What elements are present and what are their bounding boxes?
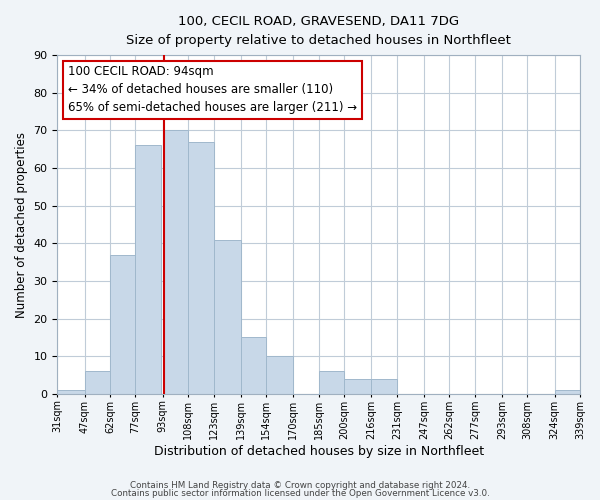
Bar xyxy=(163,130,188,394)
Bar xyxy=(266,356,293,394)
Text: Contains public sector information licensed under the Open Government Licence v3: Contains public sector information licen… xyxy=(110,488,490,498)
Bar xyxy=(188,142,214,394)
Bar xyxy=(241,338,266,394)
Bar xyxy=(371,379,397,394)
Bar xyxy=(554,390,580,394)
X-axis label: Distribution of detached houses by size in Northfleet: Distribution of detached houses by size … xyxy=(154,444,484,458)
Bar xyxy=(344,379,371,394)
Bar xyxy=(110,254,136,394)
Y-axis label: Number of detached properties: Number of detached properties xyxy=(15,132,28,318)
Bar xyxy=(58,390,85,394)
Bar xyxy=(85,372,110,394)
Bar xyxy=(136,146,161,394)
Text: Contains HM Land Registry data © Crown copyright and database right 2024.: Contains HM Land Registry data © Crown c… xyxy=(130,481,470,490)
Title: 100, CECIL ROAD, GRAVESEND, DA11 7DG
Size of property relative to detached house: 100, CECIL ROAD, GRAVESEND, DA11 7DG Siz… xyxy=(126,15,511,47)
Text: 100 CECIL ROAD: 94sqm
← 34% of detached houses are smaller (110)
65% of semi-det: 100 CECIL ROAD: 94sqm ← 34% of detached … xyxy=(68,66,357,114)
Bar xyxy=(214,240,241,394)
Bar xyxy=(319,372,344,394)
